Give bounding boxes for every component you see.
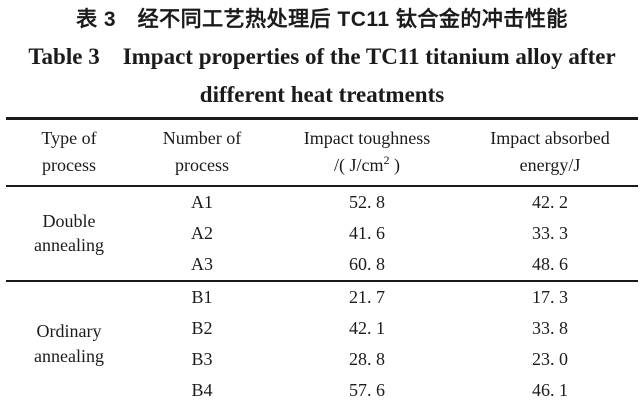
process-type-label: Ordinary annealing xyxy=(34,321,104,366)
process-type-cell: Ordinary annealing xyxy=(6,279,132,403)
process-number-cell: B2 xyxy=(191,317,213,338)
column-header-impact-toughness: Impact toughness /( J/cm2 ) xyxy=(272,118,462,187)
impact-toughness-cell: 41. 6 xyxy=(349,222,385,243)
table-row: B4 57. 6 46. 1 xyxy=(6,375,638,403)
table-row: B3 28. 8 23. 0 xyxy=(6,344,638,375)
process-number-cell: B4 xyxy=(191,379,213,400)
header-line: Type of xyxy=(41,127,97,148)
process-number-cell: A3 xyxy=(191,253,213,274)
impact-toughness-cell: 60. 8 xyxy=(349,253,385,274)
impact-toughness-cell: 52. 8 xyxy=(349,191,385,212)
group-double-annealing: Double annealing A1 52. 8 42. 2 A2 41. 6… xyxy=(6,186,638,281)
impact-energy-cell: 23. 0 xyxy=(532,348,568,369)
process-type-label: Double annealing xyxy=(34,210,104,256)
header-line: process xyxy=(42,154,96,175)
process-number-cell: B1 xyxy=(132,279,272,313)
header-line: Impact toughness xyxy=(303,127,431,148)
impact-properties-table: Type of process Number of process Impact… xyxy=(6,116,638,403)
group-ordinary-annealing: Ordinary annealing B1 21. 7 17. 3 B2 42.… xyxy=(6,279,638,403)
superscript-2: 2 xyxy=(383,152,390,167)
impact-toughness-cell: 42. 1 xyxy=(349,317,385,338)
process-number-cell: B3 xyxy=(191,348,213,369)
table-row: A2 41. 6 33. 3 xyxy=(6,218,638,249)
header-line: Impact absorbed xyxy=(490,127,610,148)
header-line: energy/J xyxy=(519,154,581,175)
impact-energy-cell: 17. 3 xyxy=(462,279,638,313)
table-row: B2 42. 1 33. 8 xyxy=(6,313,638,344)
header-line-units: /( J/cm2 ) xyxy=(272,152,462,179)
units-text: ) xyxy=(389,154,400,175)
column-header-impact-absorbed-energy: Impact absorbed energy/J xyxy=(462,118,638,187)
table-header: Type of process Number of process Impact… xyxy=(6,118,638,187)
column-header-number-of-process: Number of process xyxy=(132,118,272,187)
process-number-cell: A2 xyxy=(191,222,213,243)
impact-toughness-cell: 21. 7 xyxy=(272,279,462,313)
impact-energy-cell: 46. 1 xyxy=(532,379,568,400)
table-row: Double annealing A1 52. 8 42. 2 xyxy=(6,186,638,256)
impact-energy-cell: 42. 2 xyxy=(532,191,568,212)
units-text: /( J/cm xyxy=(334,154,384,175)
impact-energy-cell: 33. 8 xyxy=(532,317,568,338)
impact-energy-cell: 33. 3 xyxy=(532,222,568,243)
impact-energy-cell: 48. 6 xyxy=(532,253,568,274)
impact-toughness-cell: 28. 8 xyxy=(349,348,385,369)
header-line: process xyxy=(175,154,229,175)
table-caption-english-line1: Table 3 Impact properties of the TC11 ti… xyxy=(28,44,616,70)
process-type-cell: Double annealing xyxy=(6,186,132,281)
column-header-type-of-process: Type of process xyxy=(6,118,132,187)
table-caption-chinese: 表 3 经不同工艺热处理后 TC11 钛合金的冲击性能 xyxy=(76,8,568,31)
table-row: A3 60. 8 48. 6 xyxy=(6,249,638,281)
impact-toughness-cell: 57. 6 xyxy=(349,379,385,400)
header-line: Number of xyxy=(162,127,242,148)
process-number-cell: A1 xyxy=(191,191,213,212)
table-caption-english-line2: different heat treatments xyxy=(199,82,445,108)
table-row: Ordinary annealing B1 21. 7 17. 3 xyxy=(6,279,638,403)
